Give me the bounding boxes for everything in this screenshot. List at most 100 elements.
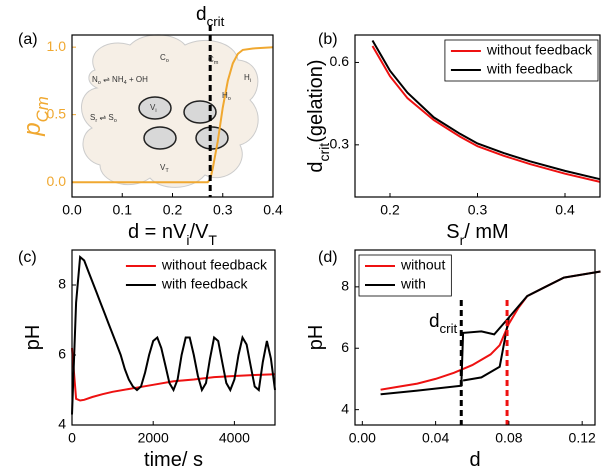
x-tick-label: 0.4 — [555, 202, 575, 218]
inset-label-part: H — [222, 91, 228, 100]
inset-label-part: N — [92, 75, 98, 84]
legend-frame — [358, 254, 452, 297]
y-tick-label: 0.3 — [330, 136, 350, 152]
inset-label-part: V — [160, 163, 166, 172]
threshold-label: dcrit — [429, 311, 458, 336]
inset-label-part: ⇌ NH — [101, 75, 124, 84]
legend: without feedback with feedback — [444, 39, 599, 82]
inset-label-part: S — [90, 113, 95, 122]
inset-label-part: + OH — [127, 75, 148, 84]
x-axis-label-part: S — [446, 221, 459, 243]
inset-label-part: H — [244, 73, 250, 82]
data-line — [380, 270, 601, 396]
x-tick-label: 0 — [68, 430, 76, 446]
plot-frame — [354, 34, 601, 198]
inset-cartoon — [80, 34, 259, 188]
x-tick-label: 0.04 — [422, 430, 449, 446]
data-line — [371, 39, 601, 181]
y-axis-label-part: pH — [22, 325, 44, 351]
legend-frame — [444, 39, 599, 82]
y-axis-label-part: d — [305, 161, 327, 172]
threshold-label-part: crit — [207, 14, 225, 29]
x-axis-label: d — [469, 449, 480, 471]
threshold-label-part: crit — [440, 321, 458, 336]
inset-label-part: V — [150, 103, 156, 112]
y-axis-label: pH — [22, 325, 44, 351]
x-axis-label-part: d = nV — [128, 221, 187, 243]
inset-label-part: o — [114, 118, 117, 124]
inset-label-part: o — [166, 58, 169, 64]
legend-label: with — [400, 276, 426, 292]
inset-label: Cm — [208, 55, 219, 66]
y-axis-label: dcrit(gelation) — [305, 59, 331, 172]
x-tick-label: 0.2 — [163, 202, 183, 218]
inset-label: Hi — [244, 73, 251, 84]
y-tick-label: 0.0 — [47, 173, 67, 189]
panel-label: (c) — [18, 249, 37, 266]
data-line — [71, 347, 276, 402]
legend-label: with feedback — [161, 276, 249, 292]
legend-label: with feedback — [486, 61, 574, 77]
x-axis-label-part: /V — [190, 221, 210, 243]
y-tick-label: 4 — [58, 416, 66, 432]
y-tick-label: 1.0 — [47, 38, 67, 54]
panel-label: (a) — [18, 31, 38, 48]
x-tick-label: 4000 — [219, 430, 250, 446]
x-tick-label: 0.00 — [349, 430, 376, 446]
y-tick-label: 8 — [58, 276, 66, 292]
y-tick-label: 4 — [341, 400, 349, 416]
y-tick-label: 8 — [341, 278, 349, 294]
legend-label: without feedback — [161, 257, 268, 273]
y-axis-label: pCm — [19, 96, 52, 136]
x-axis-label: d = nVi/VT — [128, 221, 217, 247]
inset-label: Sr ⇌ So — [90, 113, 117, 124]
x-axis-label-part: d — [469, 449, 480, 471]
vesicle — [183, 100, 217, 124]
inset-label-part: i — [250, 78, 251, 84]
inset-label-part: r — [95, 118, 97, 124]
y-axis-label-part: pH — [305, 325, 327, 351]
panel-label: (d) — [318, 249, 338, 266]
inset-label: No ⇌ NH4 + OH — [92, 75, 148, 86]
threshold-label-part: d — [196, 4, 207, 25]
x-axis-label-part: / mM — [464, 221, 508, 243]
x-axis-label: Sr/ mM — [446, 221, 508, 247]
inset-label-part: ⇌ S — [97, 113, 113, 122]
inset-label-part: T — [165, 168, 169, 174]
inset-label: Co — [160, 53, 169, 64]
y-axis-label-part: Cm — [33, 96, 52, 122]
x-tick-label: 0.4 — [263, 202, 283, 218]
inset-label-part: 4 — [124, 80, 127, 86]
y-tick-label: 0.5 — [47, 105, 67, 121]
inset-label-part: o — [98, 80, 101, 86]
plot-frame — [71, 34, 274, 198]
y-tick-label: 6 — [341, 339, 349, 355]
plot-frame — [71, 249, 276, 426]
x-axis-label-part: i — [186, 232, 189, 248]
legend-label: without — [400, 257, 445, 273]
inset-label-part: o — [228, 96, 231, 102]
inset-label: Ho — [222, 91, 231, 102]
inset-label-part: i — [155, 108, 156, 114]
x-axis-label-part: time/ s — [144, 449, 203, 471]
x-tick-label: 0.3 — [213, 202, 233, 218]
x-tick-label: 0.12 — [569, 430, 596, 446]
x-axis-label-part: r — [460, 232, 465, 248]
threshold-label: dcrit — [196, 4, 225, 29]
legend-label: without feedback — [486, 42, 593, 58]
data-line — [371, 45, 601, 183]
inset-label-part: C — [208, 55, 214, 64]
inset-label: Vi — [150, 103, 157, 114]
y-axis-label-part: crit — [316, 143, 332, 162]
vesicle — [138, 96, 172, 120]
x-axis-label: time/ s — [144, 449, 203, 471]
x-axis-label-part: T — [208, 232, 217, 248]
y-tick-label: 6 — [58, 346, 66, 362]
inset-label-part: C — [160, 53, 166, 62]
vesicle — [195, 126, 229, 150]
panel-label: (b) — [318, 31, 338, 48]
x-tick-label: 2000 — [138, 430, 169, 446]
inset-label-part: m — [214, 60, 219, 66]
y-axis-label-part: (gelation) — [305, 59, 327, 142]
